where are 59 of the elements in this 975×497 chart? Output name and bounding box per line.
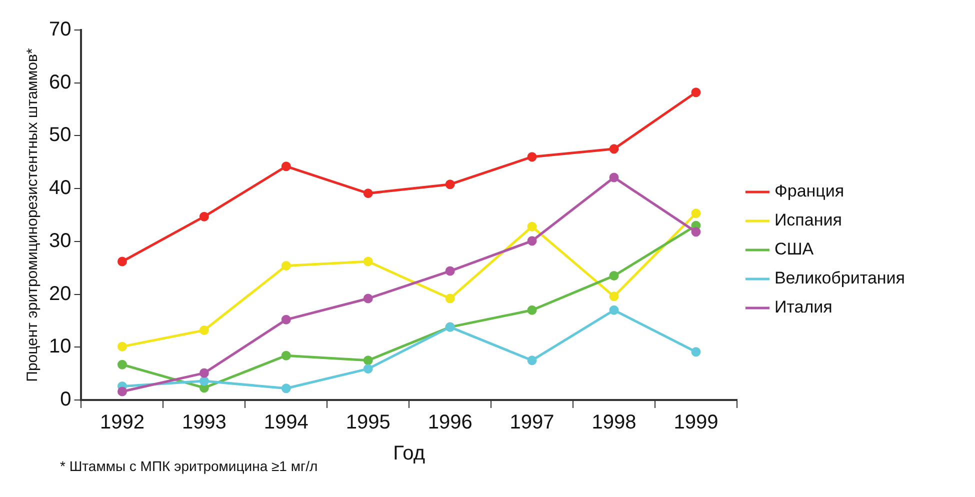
point <box>363 364 373 374</box>
point <box>609 305 619 315</box>
point <box>609 144 619 154</box>
point <box>281 162 291 172</box>
x-tick-label: 1996 <box>428 412 472 434</box>
legend-label: Италия <box>774 298 832 317</box>
point <box>199 325 209 335</box>
point <box>609 292 619 302</box>
point <box>363 356 373 366</box>
point <box>199 368 209 378</box>
point <box>691 227 701 237</box>
x-tick-label: 1993 <box>182 412 226 434</box>
point <box>609 172 619 182</box>
point <box>691 208 701 218</box>
y-tick-label: 30 <box>48 230 72 252</box>
point <box>691 347 701 357</box>
legend-label: Испания <box>774 210 842 230</box>
point <box>281 350 291 360</box>
y-tick-label: 20 <box>48 282 72 305</box>
x-tick-label: 1997 <box>510 412 554 434</box>
point <box>199 212 209 222</box>
x-axis-title: Год <box>393 442 426 465</box>
x-tick-label: 1998 <box>592 412 636 434</box>
y-tick-label: 0 <box>60 388 72 411</box>
point <box>445 180 455 190</box>
point <box>363 188 373 198</box>
point <box>281 384 291 394</box>
point <box>527 305 537 315</box>
point <box>363 256 373 266</box>
point <box>117 386 127 396</box>
point <box>117 256 127 266</box>
point <box>527 356 537 366</box>
point <box>691 88 701 98</box>
text: * Штаммы с МПК эритромицина ≥1 мг/л <box>60 458 318 474</box>
point <box>199 376 209 386</box>
point <box>609 271 619 281</box>
y-tick-label: 10 <box>48 336 72 358</box>
point <box>117 342 127 352</box>
x-tick-label: 1999 <box>674 412 718 434</box>
legend-label: Великобритания <box>774 268 906 288</box>
point <box>527 236 537 246</box>
x-tick-label: 1995 <box>346 412 390 434</box>
point <box>363 294 373 304</box>
y-tick-label: 50 <box>48 124 72 146</box>
point <box>445 266 455 276</box>
y-tick-label: 40 <box>48 177 72 200</box>
x-tick-label: 1992 <box>100 412 144 434</box>
y-axis-title: Процент эритромицинорезистентных штаммов* <box>24 48 42 382</box>
point <box>281 260 291 270</box>
legend-label: Франция <box>774 182 844 201</box>
x-tick-label: 1994 <box>264 412 308 434</box>
point <box>117 360 127 370</box>
point <box>527 222 537 232</box>
y-tick-label: 70 <box>48 18 72 41</box>
point <box>445 294 455 304</box>
point <box>281 314 291 324</box>
point <box>527 152 537 162</box>
y-tick-label: 60 <box>48 71 72 94</box>
legend-label: США <box>774 240 814 259</box>
